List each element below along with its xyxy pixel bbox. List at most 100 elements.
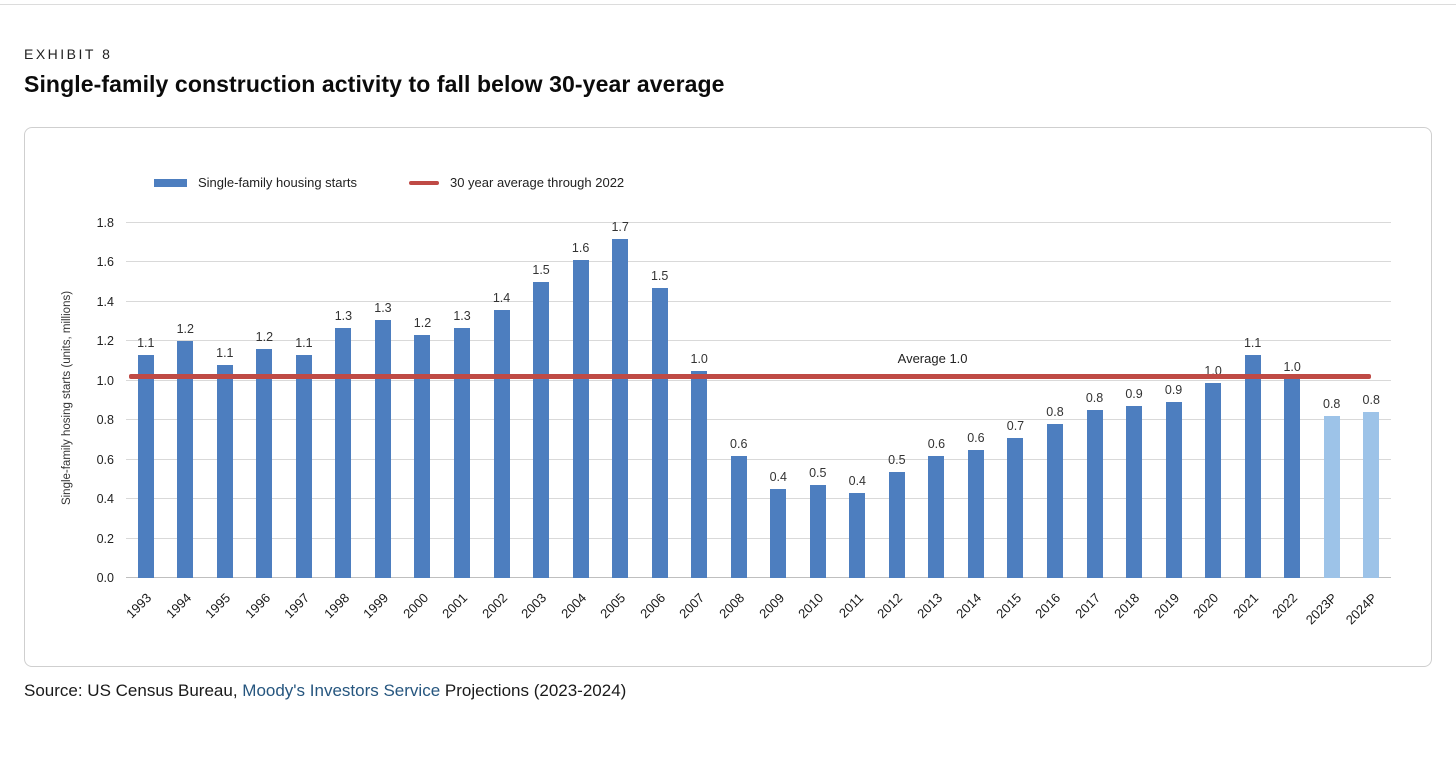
bar (1323, 416, 1340, 578)
x-tick-label: 2002 (478, 590, 511, 622)
x-tick-label: 2021 (1230, 590, 1262, 622)
bar (216, 365, 233, 578)
bar (770, 489, 787, 578)
bar (1363, 412, 1380, 578)
bar-column: 0.8 2024P (1343, 223, 1391, 627)
bar-value-label: 1.3 (453, 308, 471, 323)
bar (809, 485, 826, 578)
bar (1007, 437, 1024, 578)
x-tick-label: 2015 (992, 590, 1024, 622)
x-tick-label: 2010 (795, 590, 827, 622)
page-header: EXHIBIT 8 Single-family construction act… (24, 46, 725, 98)
bar (454, 327, 471, 578)
x-tick-label: 2009 (755, 590, 787, 622)
x-tick-label: 2000 (399, 590, 431, 622)
gridline (126, 222, 1391, 223)
x-tick-label: 2006 (637, 590, 669, 622)
x-tick-label: 2013 (913, 590, 945, 622)
bar-column: 0.7 2015 (993, 223, 1036, 621)
bar-value-label: 1.2 (413, 316, 432, 331)
gridline (126, 340, 1391, 342)
bar-column: 0.5 2010 (795, 223, 838, 621)
bar (651, 288, 668, 578)
bar (730, 455, 747, 578)
bar-column: 1.1 1997 (281, 223, 324, 621)
bar (888, 471, 905, 578)
bar (1244, 355, 1261, 578)
bar (928, 455, 945, 578)
bar-value-label: 0.8 (1085, 391, 1104, 406)
x-tick-label: 2023P (1302, 590, 1341, 628)
bar (137, 355, 154, 578)
legend-bar-label: Single-family housing starts (198, 175, 357, 190)
bar-column: 1.1 2021 (1230, 223, 1273, 621)
bar-value-label: 1.0 (1283, 359, 1301, 374)
gridline (126, 261, 1391, 263)
bar-value-label: 0.6 (967, 430, 985, 445)
bar-value-label: 1.0 (690, 351, 708, 366)
legend-line-swatch (408, 180, 439, 185)
x-tick-label: 1999 (360, 590, 392, 622)
bar-value-label: 0.4 (769, 470, 787, 485)
bar (493, 309, 510, 578)
x-tick-label: 2017 (1071, 590, 1103, 622)
x-tick-label: 2003 (518, 590, 550, 622)
y-tick-label: 1.4 (96, 294, 114, 309)
y-tick-label: 1.8 (96, 216, 114, 230)
bar-column: 0.8 2023P (1303, 223, 1352, 627)
bar-value-label: 0.8 (1323, 397, 1341, 412)
x-tick-label: 2014 (953, 590, 985, 622)
bar-value-label: 1.3 (374, 300, 392, 315)
x-tick-label: 1996 (241, 590, 273, 622)
bar-column: 0.4 2011 (835, 223, 878, 620)
bar-column: 1.1 1993 (123, 223, 166, 621)
bar (572, 260, 589, 578)
source-link[interactable]: Moody's Investors Service (242, 681, 441, 700)
bar-column: 0.4 2009 (756, 223, 799, 621)
bar-value-label: 0.9 (1125, 387, 1143, 402)
bar (1126, 406, 1143, 578)
y-tick-label: 0.2 (96, 531, 114, 546)
bar-column: 1.1 1995 (202, 223, 245, 621)
x-tick-label: 2011 (835, 590, 866, 621)
bar-value-label: 0.6 (927, 436, 946, 451)
bar-value-label: 1.1 (1243, 336, 1262, 351)
bar-value-label: 1.2 (176, 322, 194, 337)
bar (1284, 378, 1301, 578)
gridline (126, 498, 1391, 500)
y-tick-label: 0.0 (96, 571, 114, 585)
bar-column: 0.8 2017 (1072, 223, 1115, 621)
bar-value-label: 0.8 (1362, 393, 1380, 408)
x-tick-label: 1994 (162, 590, 194, 622)
bar-column: 0.6 2008 (716, 223, 759, 622)
bar-column: 0.8 2016 (1032, 223, 1075, 621)
bar-value-label: 0.8 (1046, 405, 1064, 420)
bar-column: 1.0 2020 (1191, 223, 1233, 622)
bar-column: 1.2 1996 (242, 223, 285, 621)
bar-column: 1.5 2003 (518, 223, 561, 621)
gridline (126, 458, 1391, 460)
x-tick-label: 2008 (716, 590, 748, 622)
x-tick-label: 1998 (320, 590, 352, 622)
bar-column: 0.6 2014 (953, 223, 996, 621)
bar-column: 0.6 2013 (914, 223, 957, 622)
bar-column: 1.0 2007 (677, 223, 719, 621)
bar-columns: 1.1 1993 1.2 1994 1.1 1995 1.2 1996 1.1 1997 1.3 19… (123, 220, 1391, 628)
bar (1205, 382, 1222, 578)
y-tick-label: 1.6 (96, 255, 114, 270)
bar-value-label: 1.5 (650, 269, 669, 284)
bar (256, 349, 273, 578)
bar-column: 1.3 1999 (360, 223, 403, 622)
bar-value-label: 0.6 (730, 436, 748, 451)
gridline (126, 379, 1391, 381)
bar-value-label: 1.1 (137, 336, 155, 351)
source-suffix: Projections (2023-2024) (440, 681, 627, 700)
bar-column: 1.5 2006 (637, 223, 680, 621)
bar-column: 1.6 2004 (558, 223, 601, 621)
bar (1165, 402, 1182, 578)
bar-column: 1.0 2022 (1270, 223, 1312, 621)
top-divider (0, 4, 1456, 5)
bar (1046, 424, 1063, 578)
y-tick-label: 1.0 (96, 373, 114, 388)
bar-value-label: 0.5 (809, 466, 827, 481)
